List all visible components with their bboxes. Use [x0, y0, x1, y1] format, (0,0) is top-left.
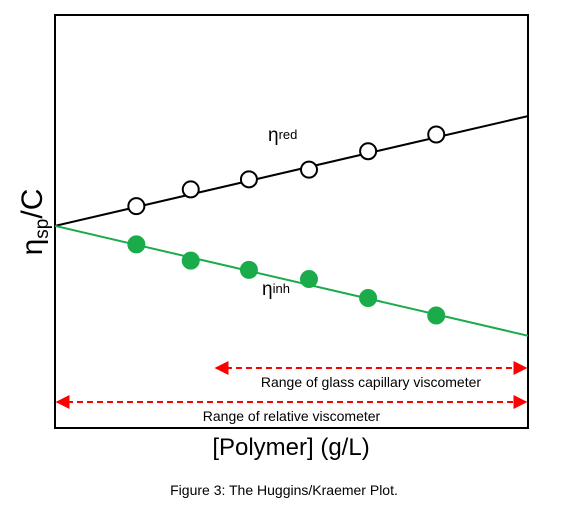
- x-axis-label: [Polymer] (g/L): [212, 434, 369, 461]
- data-point-inh-1: [127, 235, 146, 254]
- y-axis-label-sub: sp: [32, 219, 53, 239]
- series-label-inh: ηinh: [262, 279, 290, 300]
- data-point-red-6: [427, 125, 446, 144]
- series-label-inh-sub: inh: [273, 281, 290, 296]
- data-point-inh-4: [300, 270, 319, 289]
- plot-frame: [54, 14, 529, 429]
- data-point-red-2: [181, 180, 200, 199]
- range-label-1: Range of glass capillary viscometer: [261, 374, 482, 390]
- series-label-red: ηred: [268, 125, 297, 146]
- series-label-red-main: η: [268, 125, 279, 146]
- data-point-inh-2: [181, 251, 200, 270]
- figure-caption: Figure 3: The Huggins/Kraemer Plot.: [170, 482, 398, 498]
- data-point-inh-5: [359, 288, 378, 307]
- data-point-red-4: [300, 160, 319, 179]
- y-axis-label-tail: /C: [16, 189, 49, 219]
- data-point-inh-6: [427, 306, 446, 325]
- data-points: [127, 125, 446, 325]
- range-label-2: Range of relative viscometer: [203, 408, 381, 424]
- data-point-red-3: [239, 170, 258, 189]
- y-axis-label: ηsp/C: [16, 189, 53, 256]
- data-point-red-5: [359, 142, 378, 161]
- data-point-red-1: [127, 197, 146, 216]
- series-label-red-sub: red: [279, 127, 298, 142]
- series-label-inh-main: η: [262, 279, 273, 300]
- range-arrows: Range of glass capillary viscometer Range…: [55, 361, 528, 424]
- y-axis-label-main: η: [16, 239, 49, 256]
- data-point-inh-3: [239, 260, 258, 279]
